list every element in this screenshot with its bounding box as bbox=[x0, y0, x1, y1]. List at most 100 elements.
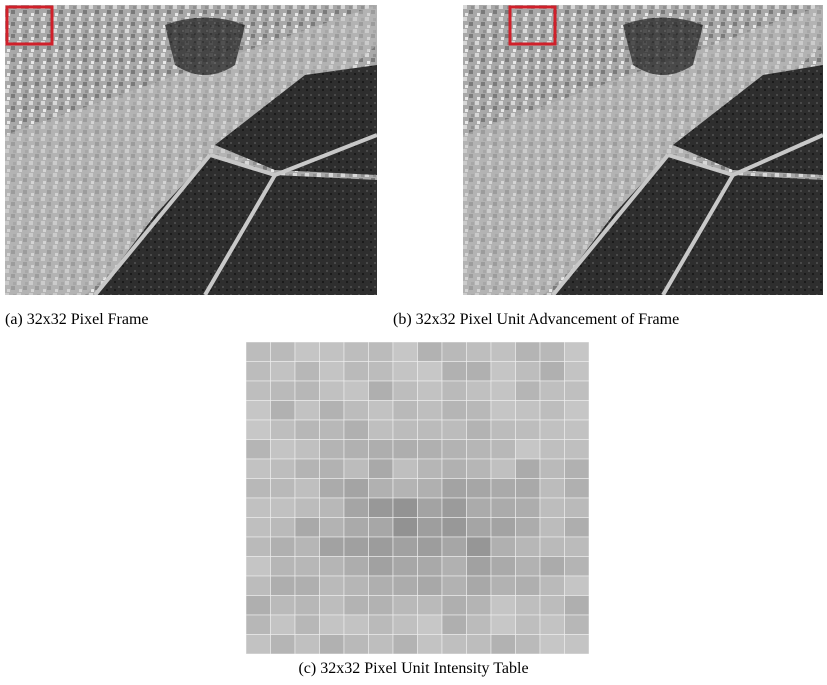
table-cell bbox=[295, 635, 320, 655]
table-cell bbox=[295, 537, 320, 557]
table-cell bbox=[467, 401, 492, 421]
table-cell bbox=[344, 440, 369, 460]
table-cell bbox=[467, 576, 492, 596]
table-cell bbox=[540, 362, 565, 382]
caption: (c) 32x32 Pixel Unit Intensity Table bbox=[0, 660, 827, 678]
table-cell bbox=[491, 362, 516, 382]
table-cell bbox=[467, 615, 492, 635]
table-cell bbox=[344, 596, 369, 616]
table-cell bbox=[246, 615, 271, 635]
table-cell bbox=[320, 498, 345, 518]
table-cell bbox=[246, 342, 271, 362]
table-cell bbox=[418, 440, 443, 460]
table-cell bbox=[491, 479, 516, 499]
caption: (a) 32x32 Pixel Frame bbox=[5, 311, 149, 329]
table-cell bbox=[442, 362, 467, 382]
table-cell bbox=[369, 440, 394, 460]
table-cell bbox=[344, 635, 369, 655]
table-cell bbox=[442, 635, 467, 655]
table-cell bbox=[442, 537, 467, 557]
table-cell bbox=[565, 596, 590, 616]
table-cell bbox=[442, 518, 467, 538]
table-cell bbox=[246, 420, 271, 440]
table-cell bbox=[491, 420, 516, 440]
table-cell bbox=[418, 381, 443, 401]
table-cell bbox=[246, 401, 271, 421]
table-cell bbox=[344, 342, 369, 362]
table-cell bbox=[369, 635, 394, 655]
table-cell bbox=[344, 479, 369, 499]
table-cell bbox=[491, 576, 516, 596]
table-cell bbox=[295, 479, 320, 499]
table-cell bbox=[320, 615, 345, 635]
table-cell bbox=[491, 596, 516, 616]
table-cell bbox=[565, 459, 590, 479]
table-cell bbox=[295, 557, 320, 577]
table-cell bbox=[393, 557, 418, 577]
table-cell bbox=[393, 518, 418, 538]
table-cell bbox=[246, 635, 271, 655]
table-cell bbox=[344, 518, 369, 538]
table-cell bbox=[295, 615, 320, 635]
table-cell bbox=[516, 342, 541, 362]
table-cell bbox=[320, 596, 345, 616]
table-cell bbox=[516, 420, 541, 440]
table-cell bbox=[540, 596, 565, 616]
table-cell bbox=[565, 420, 590, 440]
table-cell bbox=[344, 381, 369, 401]
table-cell bbox=[246, 459, 271, 479]
table-cell bbox=[246, 557, 271, 577]
table-cell bbox=[320, 381, 345, 401]
table-cell bbox=[393, 576, 418, 596]
table-cell bbox=[369, 420, 394, 440]
table-cell bbox=[491, 537, 516, 557]
table-cell bbox=[467, 362, 492, 382]
table-cell bbox=[467, 381, 492, 401]
table-cell bbox=[491, 635, 516, 655]
table-cell bbox=[344, 420, 369, 440]
table-cell bbox=[442, 557, 467, 577]
table-cell bbox=[540, 401, 565, 421]
table-cell bbox=[271, 596, 296, 616]
table-cell bbox=[271, 615, 296, 635]
table-cell bbox=[320, 635, 345, 655]
table-cell bbox=[418, 498, 443, 518]
table-cell bbox=[491, 381, 516, 401]
table-cell bbox=[418, 342, 443, 362]
table-cell bbox=[295, 576, 320, 596]
table-cell bbox=[467, 596, 492, 616]
table-cell bbox=[271, 498, 296, 518]
table-cell bbox=[442, 479, 467, 499]
table-cell bbox=[320, 342, 345, 362]
table-cell bbox=[467, 498, 492, 518]
table-cell bbox=[271, 342, 296, 362]
table-cell bbox=[540, 576, 565, 596]
table-cell bbox=[516, 518, 541, 538]
table-cell bbox=[565, 635, 590, 655]
table-cell bbox=[344, 537, 369, 557]
table-cell bbox=[467, 557, 492, 577]
table-cell bbox=[540, 615, 565, 635]
table-cell bbox=[369, 576, 394, 596]
table-cell bbox=[491, 518, 516, 538]
table-cell bbox=[271, 537, 296, 557]
table-cell bbox=[442, 498, 467, 518]
table-cell bbox=[271, 635, 296, 655]
table-cell bbox=[540, 537, 565, 557]
table-cell bbox=[467, 635, 492, 655]
table-cell bbox=[295, 459, 320, 479]
table-cell bbox=[418, 401, 443, 421]
table-cell bbox=[491, 401, 516, 421]
table-cell bbox=[393, 459, 418, 479]
table-cell bbox=[467, 537, 492, 557]
table-cell bbox=[369, 362, 394, 382]
table-cell bbox=[320, 576, 345, 596]
table-cell bbox=[565, 537, 590, 557]
table-cell bbox=[491, 459, 516, 479]
table-cell bbox=[418, 362, 443, 382]
table-cell bbox=[565, 615, 590, 635]
table-cell bbox=[369, 557, 394, 577]
table-cell bbox=[369, 381, 394, 401]
table-cell bbox=[320, 401, 345, 421]
table-cell bbox=[246, 576, 271, 596]
